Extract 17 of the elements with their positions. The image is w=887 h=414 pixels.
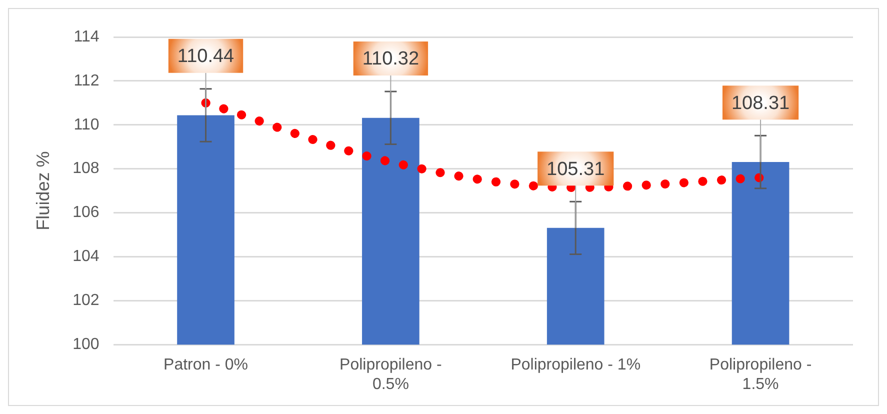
data-label: 110.44 — [177, 46, 235, 68]
y-tick-label: 114 — [74, 28, 100, 46]
y-tick-label: 102 — [72, 292, 100, 310]
x-tick-label: Polipropileno - 0.5% — [340, 356, 442, 393]
data-label: 110.32 — [362, 48, 420, 70]
y-tick-label: 108 — [72, 160, 100, 178]
y-tick-label: 106 — [72, 204, 100, 222]
y-tick-label: 112 — [74, 72, 100, 90]
data-label: 108.31 — [731, 92, 790, 114]
y-axis-title: Fluidez % — [32, 151, 53, 230]
x-tick-label: Polipropileno - 1% — [510, 356, 641, 374]
data-label: 105.31 — [546, 158, 605, 180]
x-tick-label: Patron - 0% — [164, 356, 248, 374]
y-tick-label: 104 — [72, 248, 100, 266]
x-tick-label: Polipropileno - 1.5% — [709, 356, 812, 393]
y-tick-label: 100 — [72, 336, 100, 354]
y-tick-label: 110 — [74, 116, 100, 134]
